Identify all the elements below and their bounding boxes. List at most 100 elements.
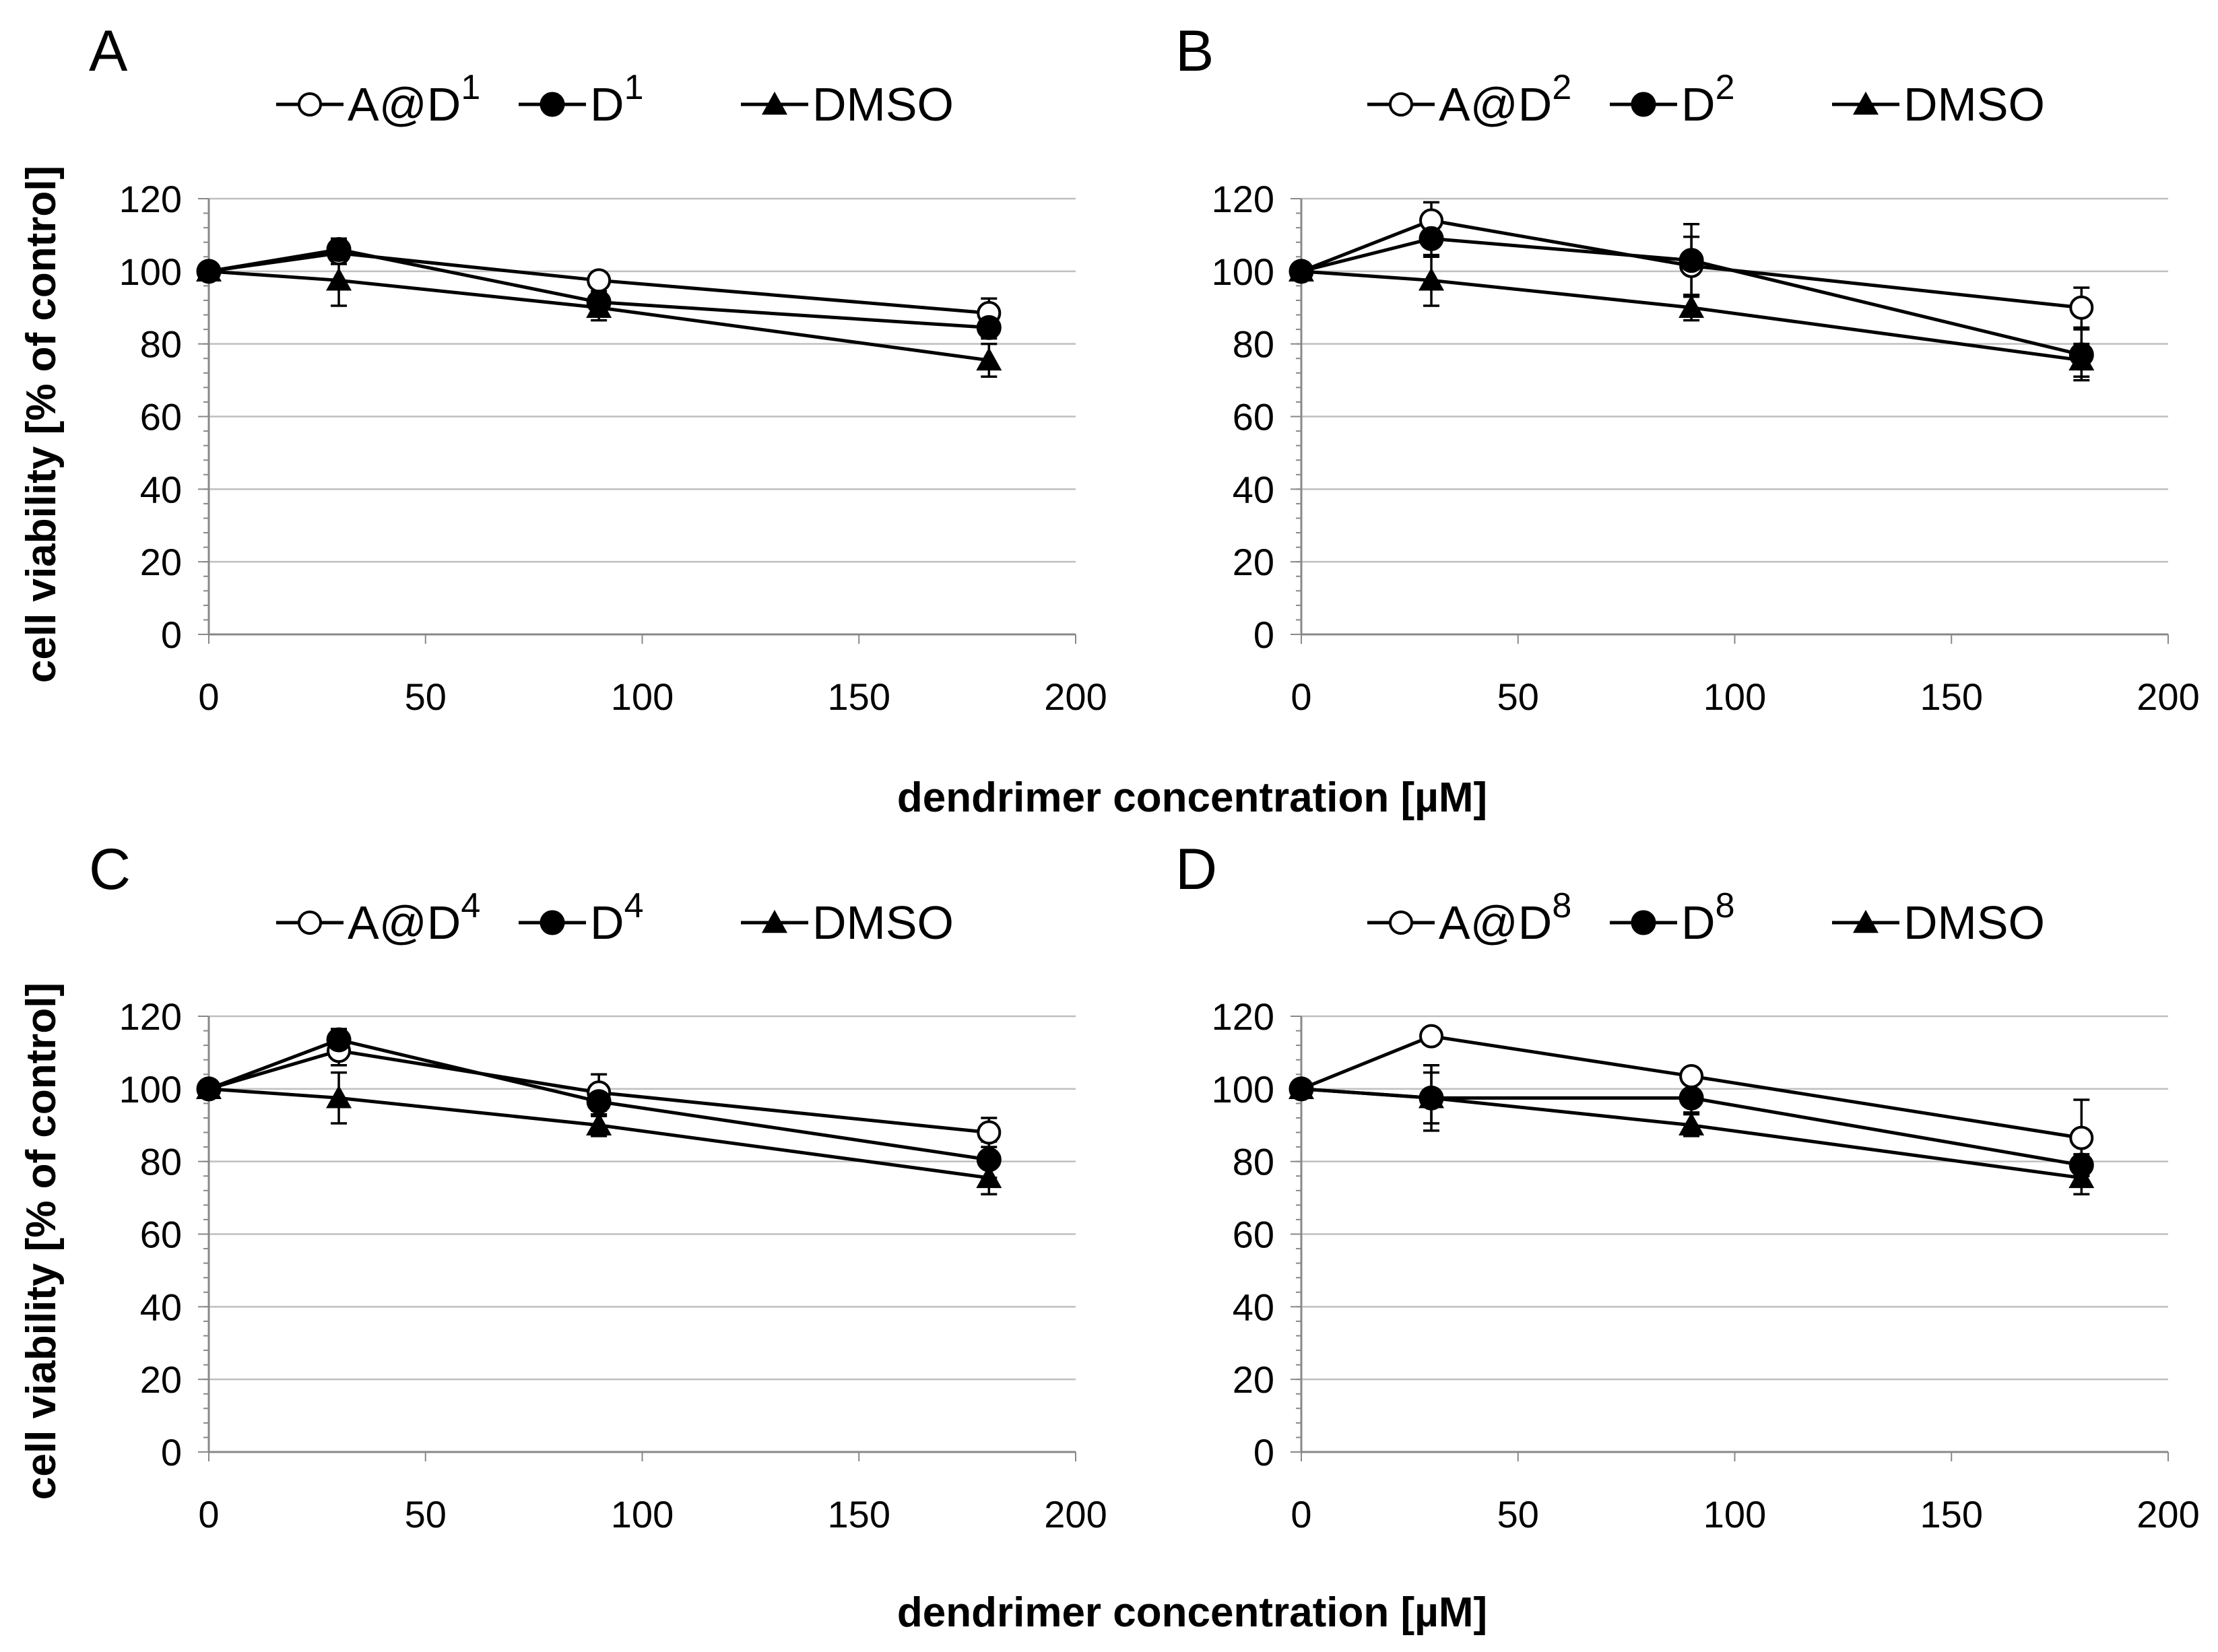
y-tick-label: 80: [1233, 1141, 1274, 1183]
panel-b: 0 20 40 60 80 100 120 0 50 100 150 200 B A@D2 D2 DMSO: [1175, 19, 2200, 718]
y-tick-label: 0: [1253, 1431, 1274, 1474]
d-legend-marker: [1631, 92, 1656, 117]
y-tick-label: 40: [1233, 468, 1274, 510]
y-tick-label: 100: [119, 251, 182, 293]
x-tick-label: 150: [828, 1493, 890, 1535]
x-tick-label: 200: [1044, 1493, 1107, 1535]
dmso-legend-marker: [1853, 910, 1879, 933]
legend: A@D8 D8 DMSO: [1367, 886, 2045, 949]
y-tick-label: 120: [119, 995, 182, 1038]
x-tick-label: 100: [1703, 675, 1766, 718]
y-tick-label: 60: [140, 396, 182, 438]
d-point: [586, 1089, 612, 1115]
y-tick-label: 0: [161, 614, 182, 656]
a-at-d-legend-label: A@D1: [348, 68, 480, 131]
a-at-d-series-line: [1301, 218, 2082, 310]
a-at-d-legend-marker: [298, 911, 322, 935]
dmso-point: [1418, 1085, 1445, 1109]
y-tick-label: 120: [1212, 178, 1274, 220]
d-legend-label: D4: [590, 886, 643, 949]
dmso-legend-marker: [1853, 92, 1879, 115]
dmso-point: [1678, 294, 1705, 318]
y-tick-label: 40: [140, 468, 182, 510]
a-at-d-point: [1679, 1063, 1704, 1088]
x-tick-label: 50: [405, 1493, 447, 1535]
y-tick-label: 120: [1212, 995, 1274, 1038]
dmso-series-line: [1301, 1087, 2082, 1180]
y-tick-label: 40: [1233, 1286, 1274, 1328]
y-tick-label: 20: [140, 1358, 182, 1401]
d-point: [1678, 248, 1704, 273]
d-legend-marker: [540, 92, 565, 117]
dmso-legend-marker: [762, 92, 787, 115]
x-tick-label: 100: [611, 1493, 674, 1535]
x-tick-label: 50: [1497, 675, 1539, 718]
x-tick-label: 0: [198, 675, 219, 718]
dmso-point: [196, 258, 222, 282]
dmso-legend-marker: [762, 910, 787, 933]
y-tick-label: 20: [1233, 541, 1274, 583]
y-tick-label: 80: [1233, 323, 1274, 366]
dmso-series-line: [208, 1087, 989, 1180]
a-at-d-series-line: [208, 251, 989, 315]
x-tick-label: 0: [1291, 1493, 1311, 1535]
y-tick-label: 0: [161, 1431, 182, 1474]
a-at-d-point: [977, 1120, 1002, 1145]
panel-c: 0 20 40 60 80 100 120 0 50 100 150 200 C A@D4 D4 DMSO: [89, 837, 1107, 1535]
dmso-point: [1418, 267, 1445, 291]
a-at-d-point: [2069, 295, 2094, 320]
dmso-series-line: [208, 269, 989, 362]
dmso-point: [2068, 347, 2095, 371]
a-at-d-series-line: [1301, 1034, 2082, 1140]
x-tick-label: 150: [828, 675, 890, 718]
y-axis-title-bottom: cell viability [% of control]: [18, 983, 65, 1500]
a-at-d-legend-label: A@D4: [348, 886, 480, 949]
y-tick-label: 20: [1233, 1358, 1274, 1401]
y-tick-label: 120: [119, 178, 182, 220]
dmso-point: [196, 1076, 222, 1100]
y-tick-label: 20: [140, 541, 182, 583]
x-axis-title-top: dendrimer concentration [µM]: [897, 774, 1487, 821]
d-legend-label: D2: [1681, 68, 1734, 131]
d-series-line: [208, 1038, 989, 1162]
panel-letter: D: [1175, 837, 1217, 902]
dmso-point: [326, 1085, 352, 1109]
y-tick-label: 0: [1253, 614, 1274, 656]
a-at-d-legend-marker: [298, 92, 322, 117]
legend: A@D4 D4 DMSO: [276, 886, 954, 949]
y-tick-label: 100: [1212, 251, 1274, 293]
panel-d: 0 20 40 60 80 100 120 0 50 100 150 200 D A@D8 D8 DMSO: [1175, 837, 2200, 1535]
dmso-point: [976, 1164, 1002, 1189]
y-tick-label: 40: [140, 1286, 182, 1328]
y-tick-label: 100: [1212, 1068, 1274, 1111]
x-tick-label: 50: [405, 675, 447, 718]
y-tick-label: 60: [1233, 396, 1274, 438]
dmso-series-line: [1301, 269, 2082, 362]
dmso-legend-label: DMSO: [1903, 78, 2045, 131]
x-tick-label: 50: [1497, 1493, 1539, 1535]
panel-a: 0 20 40 60 80 100 120 0 50 100 150 200 A A@D1 D1 DMSO: [89, 19, 1107, 718]
dmso-legend-label: DMSO: [1903, 896, 2045, 949]
d-legend-marker: [540, 910, 565, 935]
d-point: [1678, 1085, 1704, 1111]
a-at-d-point: [587, 268, 612, 293]
x-tick-label: 200: [1044, 675, 1107, 718]
x-tick-label: 200: [2137, 675, 2199, 718]
d-point: [976, 315, 1002, 340]
d-legend-label: D8: [1681, 886, 1734, 949]
d-legend-label: D1: [590, 68, 643, 131]
a-at-d-point: [1419, 1024, 1444, 1049]
panel-letter: A: [89, 19, 128, 84]
legend: A@D1 D1 DMSO: [276, 68, 954, 131]
x-tick-label: 100: [611, 675, 674, 718]
y-tick-label: 100: [119, 1068, 182, 1111]
dmso-point: [1289, 258, 1314, 282]
d-point: [326, 1027, 352, 1053]
dmso-point: [586, 1112, 612, 1135]
legend: A@D2 D2 DMSO: [1367, 68, 2045, 131]
panel-letter: B: [1175, 19, 1214, 84]
a-at-d-point: [2069, 1125, 2094, 1150]
dmso-legend-label: DMSO: [812, 896, 954, 949]
d-series-line: [208, 247, 989, 329]
